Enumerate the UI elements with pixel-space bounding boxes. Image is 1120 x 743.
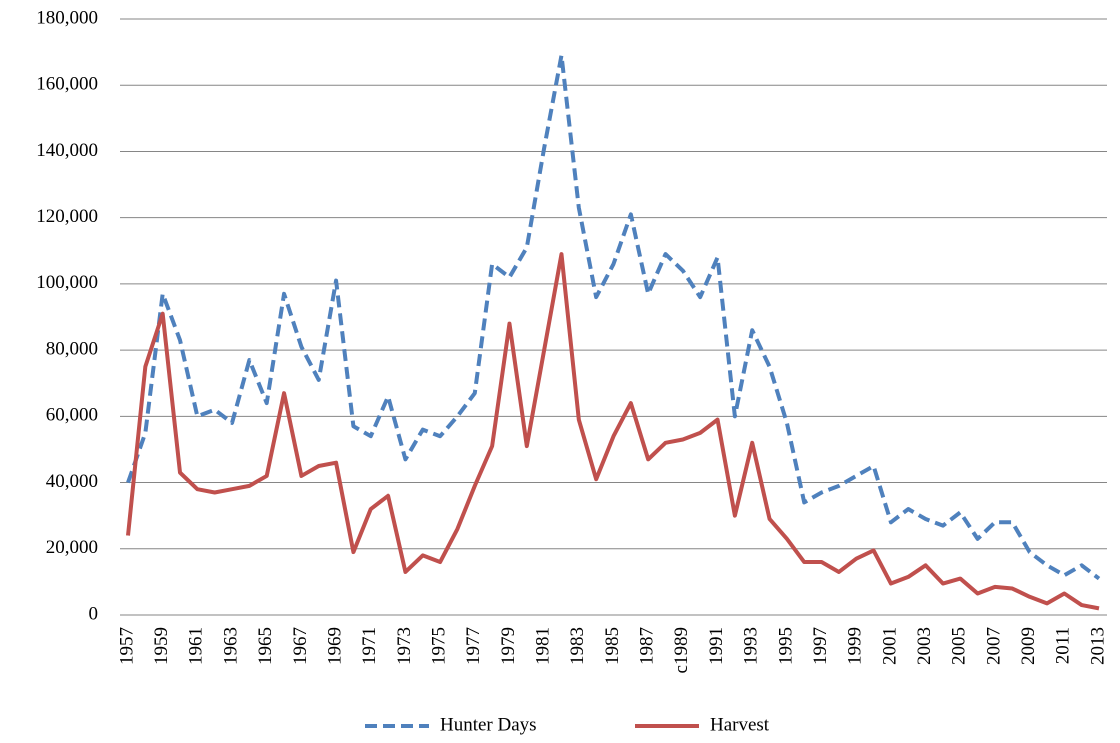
y-tick-label: 140,000 <box>36 140 98 161</box>
series-line <box>126 53 1101 581</box>
y-tick-label: 0 <box>89 603 99 624</box>
x-tick-label: 1975 <box>428 627 449 665</box>
x-tick-label: c1989 <box>671 627 692 673</box>
x-tick-label: 1987 <box>637 627 658 665</box>
y-tick-label: 80,000 <box>46 338 98 359</box>
x-tick-label: 1995 <box>775 627 796 665</box>
x-tick-label: 1999 <box>845 627 866 665</box>
y-tick-label: 40,000 <box>46 471 98 492</box>
x-tick-label: 1981 <box>533 627 554 665</box>
x-tick-label: 2005 <box>949 627 970 665</box>
x-tick-label: 2003 <box>914 627 935 665</box>
x-tick-label: 1997 <box>810 627 831 665</box>
x-tick-label: 2007 <box>983 627 1004 665</box>
x-tick-label: 1959 <box>151 627 172 665</box>
legend-label: Harvest <box>710 714 770 735</box>
x-tick-label: 2011 <box>1053 627 1074 664</box>
x-tick-label: 1973 <box>394 627 415 665</box>
x-tick-label: 1983 <box>567 627 588 665</box>
x-tick-label: 2013 <box>1087 627 1108 665</box>
legend-label: Hunter Days <box>440 714 537 735</box>
y-tick-label: 20,000 <box>46 537 98 558</box>
x-tick-label: 1991 <box>706 627 727 665</box>
x-tick-label: 1979 <box>498 627 519 665</box>
x-tick-label: 1993 <box>741 627 762 665</box>
x-tick-label: 1971 <box>359 627 380 665</box>
x-tick-label: 2001 <box>879 627 900 665</box>
series-line <box>126 252 1100 611</box>
x-tick-label: 2009 <box>1018 627 1039 665</box>
y-tick-label: 100,000 <box>36 272 98 293</box>
y-tick-label: 160,000 <box>36 74 98 95</box>
x-tick-label: 1957 <box>116 627 137 665</box>
x-tick-label: 1965 <box>255 627 276 665</box>
x-tick-label: 1967 <box>290 627 311 665</box>
x-tick-label: 1969 <box>324 627 345 665</box>
x-tick-label: 1977 <box>463 627 484 665</box>
x-tick-label: 1961 <box>186 627 207 665</box>
x-tick-label: 1963 <box>220 627 241 665</box>
y-tick-label: 180,000 <box>36 7 98 28</box>
y-tick-label: 60,000 <box>46 405 98 426</box>
y-tick-label: 120,000 <box>36 206 98 227</box>
x-tick-label: 1985 <box>602 627 623 665</box>
